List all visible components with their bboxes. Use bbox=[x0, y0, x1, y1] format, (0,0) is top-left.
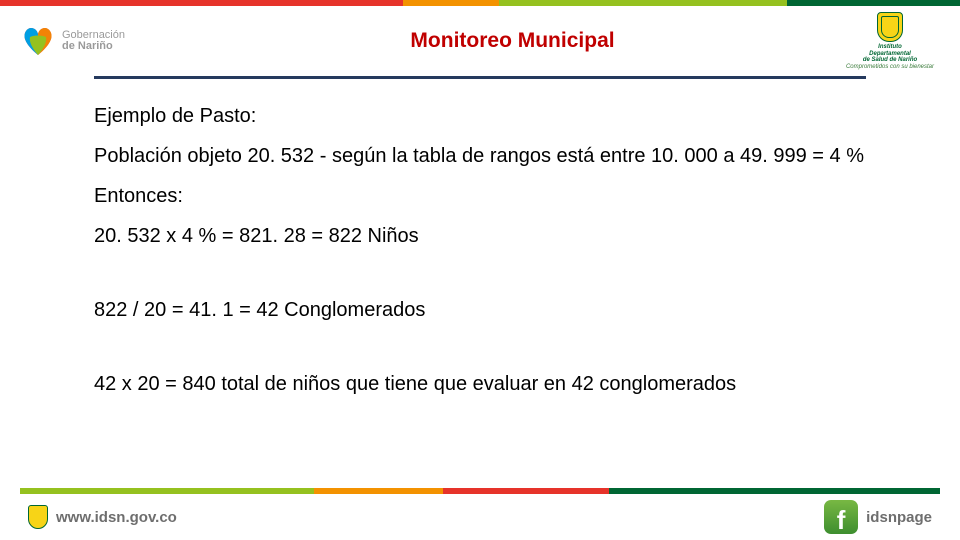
content-line-1: Ejemplo de Pasto: bbox=[94, 103, 866, 129]
content-line-6: 42 x 20 = 840 total de niños que tiene q… bbox=[94, 371, 866, 397]
shield-icon bbox=[28, 505, 48, 529]
page-title: Monitoreo Municipal bbox=[125, 29, 840, 53]
gobernacion-logo: Gobernación de Nariño bbox=[20, 25, 125, 57]
idsn-logo: Instituto Departamental de Salud de Nari… bbox=[840, 12, 940, 70]
header: Gobernación de Nariño Monitoreo Municipa… bbox=[0, 6, 960, 74]
content-line-4: 20. 532 x 4 % = 821. 28 = 822 Niños bbox=[94, 223, 866, 249]
top-color-stripe bbox=[0, 0, 960, 6]
shield-icon bbox=[877, 12, 903, 42]
idsn-line3: de Salud de Nariño bbox=[863, 57, 917, 64]
content-line-2: Población objeto 20. 532 - según la tabl… bbox=[94, 143, 866, 169]
idsn-line2: Departamental bbox=[869, 51, 911, 58]
footer-right: f idsnpage bbox=[824, 500, 932, 534]
website-url: www.idsn.gov.co bbox=[56, 509, 177, 526]
facebook-page: idsnpage bbox=[866, 509, 932, 526]
gov-line2: de Nariño bbox=[62, 41, 125, 52]
content-line-3: Entonces: bbox=[94, 183, 866, 209]
idsn-line1: Instituto bbox=[878, 44, 902, 51]
idsn-tagline: Comprometidos con su bienestar bbox=[846, 64, 934, 71]
slide-content: Ejemplo de Pasto: Población objeto 20. 5… bbox=[0, 79, 960, 397]
gobernacion-text: Gobernación de Nariño bbox=[62, 30, 125, 52]
footer-left: www.idsn.gov.co bbox=[28, 505, 177, 529]
footer-color-stripe bbox=[20, 488, 940, 494]
heart-icon bbox=[20, 25, 56, 57]
footer: www.idsn.gov.co f idsnpage bbox=[0, 488, 960, 540]
facebook-icon: f bbox=[824, 500, 858, 534]
content-line-5: 822 / 20 = 41. 1 = 42 Conglomerados bbox=[94, 297, 866, 323]
